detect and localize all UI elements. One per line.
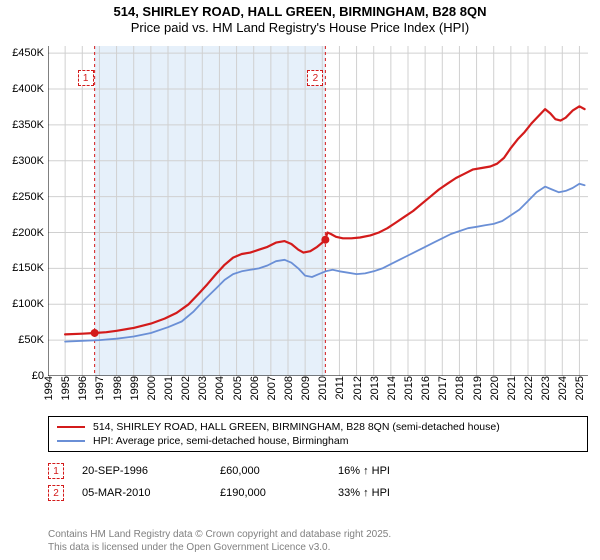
x-tick-label: 2014	[384, 376, 398, 400]
legend-box: 514, SHIRLEY ROAD, HALL GREEN, BIRMINGHA…	[48, 416, 588, 452]
x-tick-label: 2015	[401, 376, 415, 400]
x-tick-label: 2023	[538, 376, 552, 400]
x-tick-label: 2004	[212, 376, 226, 400]
x-tick-label: 2025	[572, 376, 586, 400]
transaction-row: 1 20-SEP-1996 £60,000 16% ↑ HPI	[48, 460, 588, 482]
x-tick-label: 2017	[435, 376, 449, 400]
copyright-line-1: Contains HM Land Registry data © Crown c…	[48, 529, 391, 542]
x-tick-label: 2022	[521, 376, 535, 400]
x-tick-label: 2024	[555, 376, 569, 400]
y-tick-label: £200K	[12, 227, 48, 239]
chart-marker-label: 1	[78, 70, 94, 86]
x-tick-label: 2016	[418, 376, 432, 400]
x-tick-label: 2021	[504, 376, 518, 400]
transaction-hpi-delta: 33% ↑ HPI	[338, 487, 390, 499]
y-tick-label: £150K	[12, 262, 48, 274]
copyright-line-2: This data is licensed under the Open Gov…	[48, 542, 391, 555]
y-tick-label: £300K	[12, 155, 48, 167]
x-tick-label: 2005	[230, 376, 244, 400]
title-address: 514, SHIRLEY ROAD, HALL GREEN, BIRMINGHA…	[0, 4, 600, 20]
x-tick-label: 2018	[452, 376, 466, 400]
transactions-block: 1 20-SEP-1996 £60,000 16% ↑ HPI 2 05-MAR-2010…	[48, 460, 588, 504]
title-block: 514, SHIRLEY ROAD, HALL GREEN, BIRMINGHA…	[0, 0, 600, 37]
x-tick-label: 2007	[264, 376, 278, 400]
chart-area: £0£50K£100K£150K£200K£250K£300K£350K£400…	[48, 46, 588, 376]
legend-label: 514, SHIRLEY ROAD, HALL GREEN, BIRMINGHA…	[93, 421, 500, 433]
x-tick-label: 2013	[367, 376, 381, 400]
x-tick-label: 1995	[58, 376, 72, 400]
x-tick-label: 1999	[127, 376, 141, 400]
x-tick-label: 2011	[332, 376, 346, 400]
transaction-row: 2 05-MAR-2010 £190,000 33% ↑ HPI	[48, 482, 588, 504]
y-tick-label: £350K	[12, 119, 48, 131]
x-tick-label: 2019	[470, 376, 484, 400]
legend-swatch	[57, 440, 85, 442]
transaction-date: 05-MAR-2010	[82, 487, 202, 499]
legend-row: HPI: Average price, semi-detached house,…	[57, 434, 579, 448]
x-tick-label: 2006	[247, 376, 261, 400]
x-tick-label: 1996	[75, 376, 89, 400]
x-tick-label: 1994	[41, 376, 55, 400]
y-tick-label: £250K	[12, 191, 48, 203]
chart-marker-label: 2	[307, 70, 323, 86]
x-tick-label: 2012	[350, 376, 364, 400]
y-tick-label: £50K	[18, 334, 48, 346]
chart-container: 514, SHIRLEY ROAD, HALL GREEN, BIRMINGHA…	[0, 0, 600, 560]
transaction-price: £60,000	[220, 465, 320, 477]
chart-svg	[48, 46, 588, 376]
x-tick-label: 2002	[178, 376, 192, 400]
copyright-block: Contains HM Land Registry data © Crown c…	[48, 529, 391, 554]
legend-label: HPI: Average price, semi-detached house,…	[93, 435, 348, 447]
y-tick-label: £450K	[12, 47, 48, 59]
x-tick-label: 1997	[92, 376, 106, 400]
x-tick-label: 2008	[281, 376, 295, 400]
y-tick-label: £100K	[12, 298, 48, 310]
x-tick-label: 2001	[161, 376, 175, 400]
x-tick-label: 2009	[298, 376, 312, 400]
x-tick-label: 1998	[110, 376, 124, 400]
x-tick-label: 2010	[315, 376, 329, 400]
legend-swatch	[57, 426, 85, 428]
legend-row: 514, SHIRLEY ROAD, HALL GREEN, BIRMINGHA…	[57, 420, 579, 434]
x-tick-label: 2003	[195, 376, 209, 400]
y-tick-label: £400K	[12, 83, 48, 95]
x-tick-label: 2020	[487, 376, 501, 400]
transaction-number: 2	[48, 485, 64, 501]
transaction-number: 1	[48, 463, 64, 479]
transaction-date: 20-SEP-1996	[82, 465, 202, 477]
title-subtitle: Price paid vs. HM Land Registry's House …	[0, 20, 600, 36]
transaction-price: £190,000	[220, 487, 320, 499]
x-tick-label: 2000	[144, 376, 158, 400]
transaction-hpi-delta: 16% ↑ HPI	[338, 465, 390, 477]
